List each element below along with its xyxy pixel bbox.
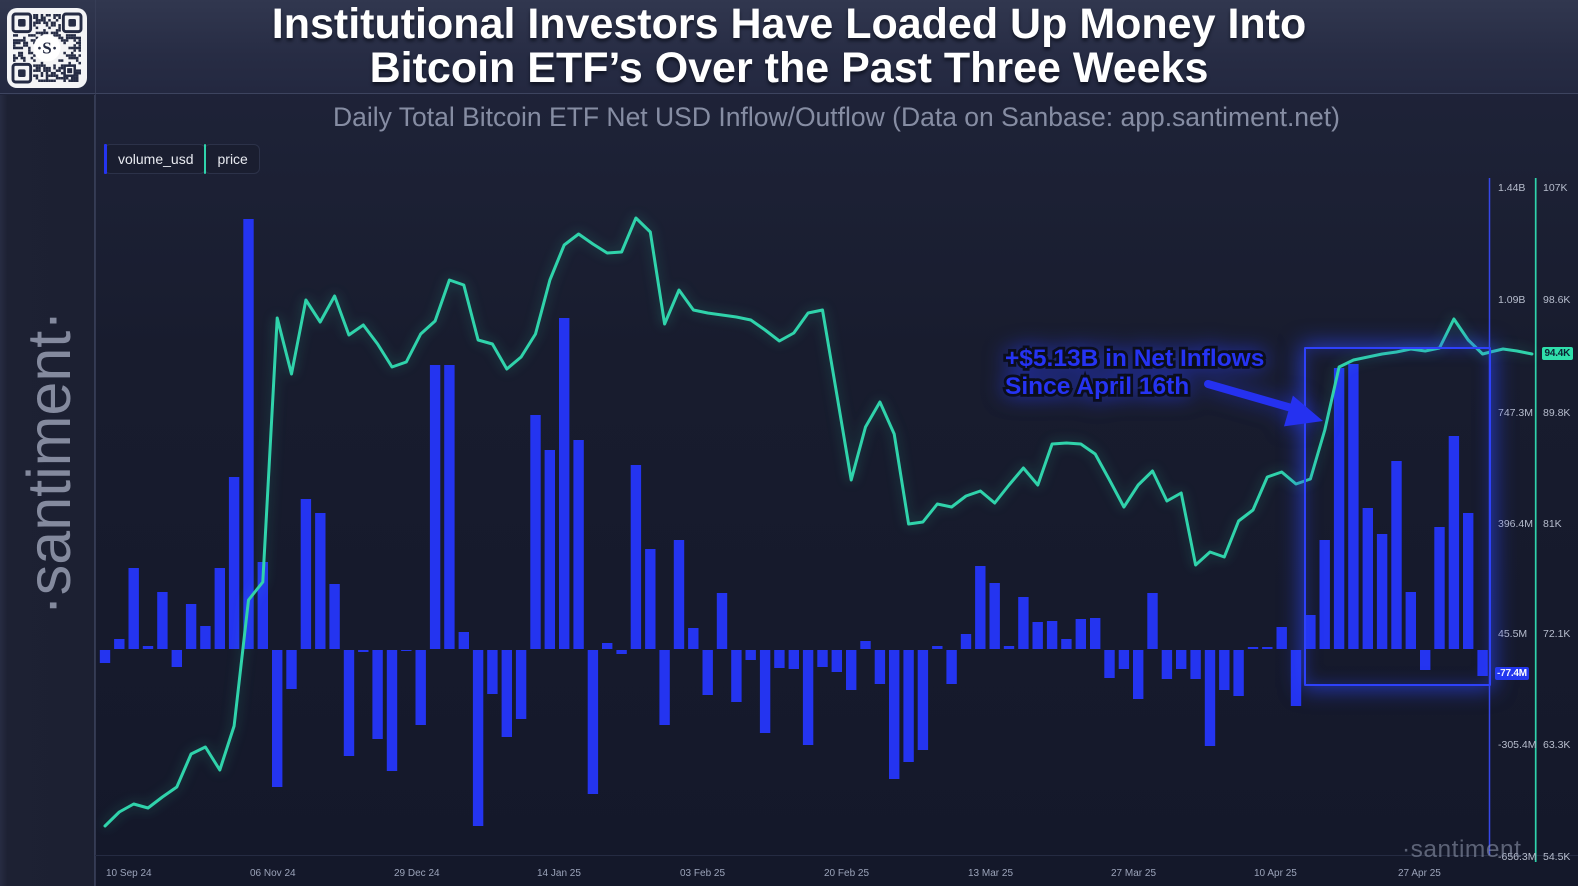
svg-text:·S·: ·S· (37, 39, 58, 58)
svg-text:Since April 16th: Since April 16th (1005, 373, 1189, 400)
svg-text:+$5.13B in Net Inflows: +$5.13B in Net Inflows (1005, 345, 1264, 372)
